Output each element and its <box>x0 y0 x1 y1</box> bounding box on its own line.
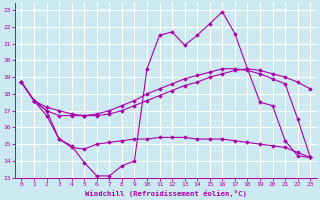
X-axis label: Windchill (Refroidissement éolien,°C): Windchill (Refroidissement éolien,°C) <box>85 190 247 197</box>
